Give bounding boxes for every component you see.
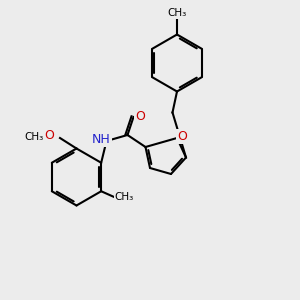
Text: O: O [135, 110, 145, 124]
Text: NH: NH [92, 133, 110, 146]
Text: CH₃: CH₃ [167, 8, 187, 18]
Text: O: O [45, 128, 54, 142]
Text: CH₃: CH₃ [24, 131, 44, 142]
Text: O: O [178, 130, 187, 143]
Text: CH₃: CH₃ [115, 192, 134, 202]
